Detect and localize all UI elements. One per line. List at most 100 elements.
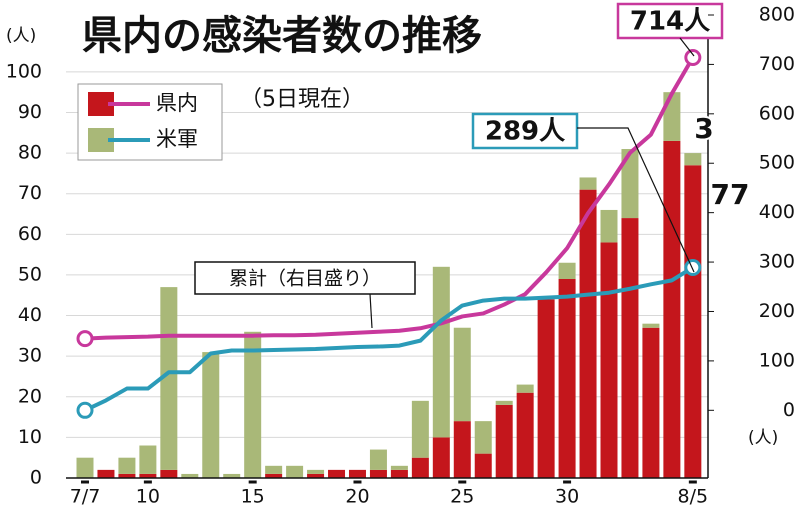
bar (202, 352, 220, 478)
chart-title: 県内の感染者数の推移 (82, 13, 482, 59)
end-marker (76, 401, 94, 419)
leader (577, 127, 695, 273)
bar (139, 445, 157, 474)
data-label: 3 (694, 112, 713, 145)
y2-tick-label: 800 (759, 4, 795, 26)
y2-tick-label: 600 (759, 102, 795, 124)
bar (181, 473, 199, 478)
y2-tick-label: 0 (783, 399, 795, 421)
y-tick-label: 10 (18, 426, 42, 448)
bar (663, 140, 681, 478)
bar (411, 400, 429, 458)
x-tick-label: 8/5 (678, 486, 709, 508)
y-tick-label: 40 (18, 304, 42, 326)
bar (390, 469, 408, 478)
bar (453, 421, 471, 478)
y2-tick-label: 400 (759, 201, 795, 223)
x-tick-label: 25 (450, 486, 474, 508)
bar (663, 92, 681, 141)
bar (579, 189, 597, 478)
y2-tick-label: 100 (759, 349, 795, 371)
bar (453, 327, 471, 422)
y2-tick-label: 300 (759, 251, 795, 273)
y2-tick-label: 500 (759, 152, 795, 174)
bar (265, 465, 283, 474)
y-tick-label: 30 (18, 345, 42, 367)
x-tick-label: 7/7 (70, 486, 101, 508)
bar (286, 465, 304, 478)
bar (558, 278, 576, 478)
bar (307, 469, 325, 474)
bar (621, 218, 639, 478)
y-tick-label: 0 (30, 467, 42, 489)
bar (265, 473, 283, 478)
end-marker (684, 48, 702, 66)
data-label: 77 (711, 178, 750, 211)
x-tick-label: 10 (136, 486, 160, 508)
leader (369, 293, 373, 329)
bar (537, 299, 555, 478)
leader (679, 37, 695, 57)
bar (76, 457, 94, 478)
callout-box (471, 112, 579, 150)
x-tick-label: 15 (241, 486, 265, 508)
bar (223, 473, 241, 478)
bar (684, 165, 702, 479)
bar (579, 177, 597, 190)
bar (516, 384, 534, 393)
bar (139, 473, 157, 478)
bar (621, 149, 639, 219)
legend-label: 県内 (156, 91, 198, 115)
y-tick-label: 70 (18, 182, 42, 204)
y-unit: (人) (6, 26, 36, 46)
y-tick-label: 90 (18, 101, 42, 123)
y-tick-label: 80 (18, 142, 42, 164)
y2-tick-label: 200 (759, 300, 795, 322)
lines (76, 48, 702, 419)
bar (684, 153, 702, 166)
bar (495, 400, 513, 405)
callout-box (616, 2, 724, 40)
callout: 289人 (485, 117, 565, 147)
annotation-box (194, 261, 416, 295)
y-tick-label: 20 (18, 385, 42, 407)
bar (328, 469, 346, 478)
bar (432, 266, 450, 438)
bars (76, 92, 702, 479)
bar (307, 473, 325, 478)
bar (244, 331, 262, 478)
bar (642, 323, 660, 328)
bar (160, 469, 178, 478)
bar (600, 242, 618, 478)
bar (369, 469, 387, 478)
bar (642, 327, 660, 478)
bar (474, 453, 492, 478)
y-tick-label: 60 (18, 223, 42, 245)
x-tick-label: 30 (555, 486, 579, 508)
y-tick-label: 50 (18, 263, 42, 285)
annotation: 累計（右目盛り） (229, 268, 381, 290)
bar (600, 209, 618, 243)
bar (495, 404, 513, 478)
bar (118, 473, 136, 478)
callout: 714人 (630, 7, 710, 37)
y2-unit: (人) (748, 428, 778, 448)
cumulative-line (84, 265, 694, 413)
y-tick-label: 100 (6, 60, 42, 82)
bar (118, 457, 136, 474)
bar (348, 469, 366, 478)
bar (160, 287, 178, 470)
bar (390, 465, 408, 470)
bar (516, 392, 534, 478)
legend-label: 米軍 (156, 127, 198, 151)
end-marker (76, 330, 94, 348)
bar (558, 262, 576, 279)
subtitle: （5日現在） (240, 87, 364, 112)
x-tick-label: 20 (345, 486, 369, 508)
bar (474, 421, 492, 454)
bar (432, 437, 450, 478)
end-marker (684, 259, 702, 277)
cumulative-line (84, 56, 695, 341)
